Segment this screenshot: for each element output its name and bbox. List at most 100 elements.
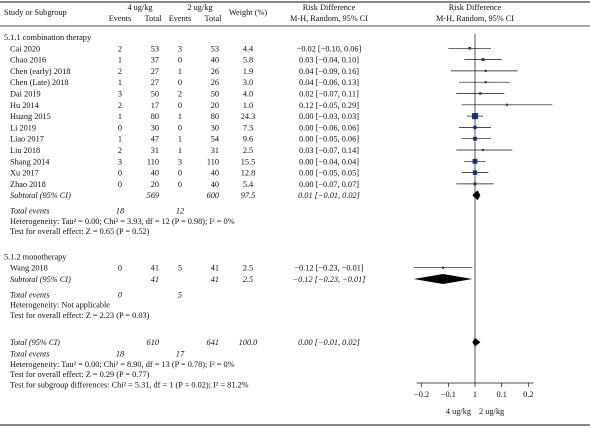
header-rd-method: M-H, Random, 95% CI xyxy=(290,14,368,23)
total-total-1: 610 xyxy=(147,338,160,347)
heterogeneity-text: Heterogeneity: Not applicable xyxy=(10,301,110,310)
x-tick-label: −0.1 xyxy=(441,390,456,399)
study-events-1: 0 xyxy=(118,180,122,189)
header-group2: 2 ug/kg xyxy=(187,3,212,12)
study-weight: 1.0 xyxy=(243,101,253,110)
subtotal-label: Subtotal (95% CI) xyxy=(10,275,71,284)
study-weight: 12.8 xyxy=(241,169,256,178)
study-total-2: 54 xyxy=(211,135,220,144)
header-events-1: Events xyxy=(109,14,132,23)
study-marker xyxy=(484,81,487,84)
total-events-2: 12 xyxy=(176,207,184,216)
study-ci: 0.00 [−0.06, 0.06] xyxy=(299,123,359,132)
study-name: Chen (early) 2018 xyxy=(10,67,70,76)
subtotal-label: Subtotal (95% CI) xyxy=(10,191,71,200)
study-total-1: 80 xyxy=(151,112,159,121)
study-total-1: 27 xyxy=(151,67,159,76)
header-total-1: Total xyxy=(145,14,163,23)
study-events-2: 2 xyxy=(178,90,182,99)
study-weight: 7.3 xyxy=(243,123,253,132)
total-events-2: 5 xyxy=(178,290,182,299)
total-events-1: 18 xyxy=(116,207,125,216)
header-plot-rd-method: M-H, Random, 95% CI xyxy=(436,14,514,23)
total-diamond xyxy=(472,337,481,347)
study-marker xyxy=(481,58,485,62)
axis-left-label: 4 ug/kg xyxy=(446,407,471,416)
study-events-2: 0 xyxy=(178,56,182,65)
study-events-2: 3 xyxy=(178,157,182,166)
total-events-label: Total events xyxy=(10,290,50,299)
study-events-1: 1 xyxy=(118,56,122,65)
study-name: Hu 2014 xyxy=(10,101,40,110)
study-total-1: 31 xyxy=(151,146,159,155)
study-ci: 0.03 [−0.04, 0.10] xyxy=(299,56,359,65)
header-events-2: Events xyxy=(169,14,192,23)
study-events-1: 1 xyxy=(118,112,122,121)
study-total-2: 40 xyxy=(211,180,219,189)
study-events-2: 1 xyxy=(178,112,182,121)
header-rd-title: Risk Difference xyxy=(303,3,356,12)
study-total-1: 20 xyxy=(151,180,159,189)
subgroup-title: 5.1.2 monotherapy xyxy=(4,252,67,261)
total-total-2: 641 xyxy=(207,338,219,347)
study-total-2: 26 xyxy=(211,78,219,87)
study-events-1: 2 xyxy=(118,44,122,53)
study-ci: 0.00 [−0.05, 0.05] xyxy=(299,169,359,178)
total-events-1: 0 xyxy=(118,290,123,299)
study-total-2: 41 xyxy=(211,264,219,273)
study-total-2: 110 xyxy=(207,157,219,166)
study-name: Liao 2017 xyxy=(10,135,44,144)
total-ci: 0.00 [−0.01, 0.02] xyxy=(298,338,360,347)
overall-effect-text: Test for overall effect: Z = 2.23 (P = 0… xyxy=(10,311,150,320)
study-total-1: 30 xyxy=(151,123,159,132)
study-ci: 0.00 [−0.07, 0.07] xyxy=(299,180,359,189)
subtotal-total-2: 600 xyxy=(207,191,220,200)
total-label: Total (95% CI) xyxy=(10,338,60,347)
study-total-1: 53 xyxy=(151,44,159,53)
study-name: Shang 2014 xyxy=(10,157,50,166)
study-name: Wang 2018 xyxy=(10,264,48,273)
study-name: Cai 2020 xyxy=(10,44,40,53)
grand-overall-effect-text: Test for overall effect: Z = 0.29 (P = 0… xyxy=(10,370,150,379)
study-ci: −0.12 [−0.23, −0.01] xyxy=(294,264,364,273)
study-total-2: 53 xyxy=(211,44,219,53)
study-weight: 2.5 xyxy=(243,146,253,155)
study-marker xyxy=(505,103,509,106)
total-events-label: Total events xyxy=(10,207,50,216)
study-name: Li 2019 xyxy=(10,123,36,132)
study-weight: 5.4 xyxy=(243,180,254,189)
study-marker xyxy=(441,266,445,269)
study-weight: 4.0 xyxy=(243,90,253,99)
subtotal-total-1: 569 xyxy=(147,191,160,200)
study-weight: 4.4 xyxy=(243,44,254,53)
subtotal-diamond xyxy=(413,274,473,284)
study-ci: 0.04 [−0.06, 0.13] xyxy=(299,78,359,87)
subgroup-title: 5.1.1 combination therapy xyxy=(4,33,92,42)
study-ci: 0.12 [−0.05, 0.29] xyxy=(299,101,359,110)
study-name: Chao 2016 xyxy=(10,56,46,65)
heterogeneity-text: Heterogeneity: Tau² = 0.00; Chi² = 3.93,… xyxy=(10,217,235,226)
study-ci: 0.00 [−0.03, 0.03] xyxy=(299,112,359,121)
subgroup-differences-text: Test for subgroup differences: Chi² = 5.… xyxy=(10,380,249,389)
study-events-1: 1 xyxy=(118,135,122,144)
study-marker xyxy=(484,69,487,72)
grand-total-events-1: 18 xyxy=(116,350,125,359)
overall-effect-text: Test for overall effect: Z = 0.65 (P = 0… xyxy=(10,227,150,236)
grand-total-events-label: Total events xyxy=(10,350,50,359)
study-events-1: 3 xyxy=(118,90,122,99)
x-tick-label: 1 xyxy=(473,390,477,399)
study-weight: 9.6 xyxy=(243,135,253,144)
study-name: Chen (Late) 2018 xyxy=(10,78,69,87)
study-name: Xu 2017 xyxy=(10,169,39,178)
subtotal-diamond xyxy=(472,190,481,201)
study-events-1: 2 xyxy=(118,146,122,155)
study-weight: 1.9 xyxy=(243,67,253,76)
x-tick-label: 0.2 xyxy=(523,390,533,399)
study-total-2: 50 xyxy=(211,90,219,99)
study-total-1: 110 xyxy=(147,157,159,166)
study-total-1: 50 xyxy=(151,90,159,99)
header-study: Study or Subgroup xyxy=(4,8,67,17)
subtotal-weight: 97.5 xyxy=(241,191,256,200)
header-weight: Weight (%) xyxy=(229,8,268,17)
